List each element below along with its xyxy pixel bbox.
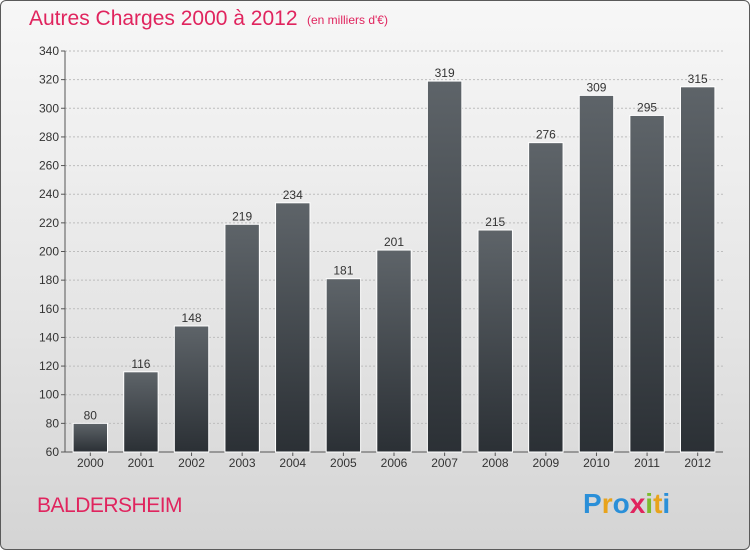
proxiti-logo[interactable]: Proxiti: [583, 488, 670, 520]
y-tick-label: 60: [46, 445, 60, 459]
bars: [72, 80, 716, 453]
x-tick-label: 2006: [381, 456, 408, 470]
y-tick-label: 140: [39, 330, 59, 344]
bar-value-label: 80: [84, 408, 98, 422]
chart-subtitle: (en milliers d'€): [307, 13, 388, 27]
logo-letter: P: [583, 488, 602, 519]
x-tick-label: 2003: [229, 456, 256, 470]
bar[interactable]: [578, 94, 615, 453]
bar-value-label: 201: [384, 235, 404, 249]
logo-letter: x: [629, 488, 646, 519]
logo-letter: t: [653, 488, 663, 519]
bar-value-label: 219: [232, 209, 252, 223]
y-tick-label: 340: [39, 44, 59, 58]
y-tick-label: 180: [39, 273, 59, 287]
y-tick-label: 80: [46, 416, 60, 430]
bar-value-label: 315: [688, 72, 708, 86]
chart-title: Autres Charges 2000 à 2012: [29, 7, 298, 30]
x-tick-label: 2012: [684, 456, 711, 470]
y-tick-label: 280: [39, 130, 59, 144]
x-tick-label: 2002: [178, 456, 205, 470]
bar-value-label: 148: [182, 311, 202, 325]
bar-value-label: 116: [131, 357, 150, 371]
bar[interactable]: [629, 114, 665, 453]
logo-letter: i: [645, 488, 654, 519]
x-tick-label: 2001: [128, 456, 155, 470]
bar-value-label: 181: [333, 264, 353, 278]
bar[interactable]: [123, 371, 159, 453]
bar-value-label: 215: [485, 215, 505, 229]
x-tick-label: 2007: [431, 456, 458, 470]
x-tick-label: 2011: [634, 456, 660, 470]
y-tick-label: 220: [39, 216, 59, 230]
bar[interactable]: [173, 325, 210, 453]
x-tick-label: 2005: [330, 456, 357, 470]
logo-letter: o: [612, 488, 630, 519]
bar-value-label: 234: [283, 188, 303, 202]
bar[interactable]: [275, 202, 311, 453]
location-label: BALDERSHEIM: [37, 494, 183, 517]
logo-letter: i: [662, 488, 671, 519]
bar[interactable]: [528, 142, 564, 453]
bar-value-label: 295: [637, 100, 657, 114]
bar-value-label: 309: [586, 80, 606, 94]
x-tick-label: 2004: [279, 456, 306, 470]
bar[interactable]: [325, 278, 362, 453]
x-tick-label: 2009: [532, 456, 559, 470]
y-tick-label: 200: [39, 245, 59, 259]
x-tick-label: 2008: [482, 456, 509, 470]
y-tick-label: 260: [39, 159, 59, 173]
bar[interactable]: [679, 86, 716, 453]
bar-value-label: 276: [536, 128, 556, 142]
x-tick-label: 2010: [583, 456, 610, 470]
bar[interactable]: [426, 80, 463, 453]
y-tick-label: 120: [39, 359, 59, 373]
bar-value-label: 319: [435, 66, 455, 80]
labels: 80 116 148 219 234 181 201 319 215 276 309 295 315: [84, 66, 708, 422]
x-tick-label: 2000: [77, 456, 104, 470]
logo-letter: r: [601, 488, 613, 519]
bar[interactable]: [224, 223, 260, 453]
bar[interactable]: [72, 422, 109, 453]
bar[interactable]: [376, 249, 412, 453]
y-tick-label: 100: [39, 388, 59, 402]
bar[interactable]: [477, 229, 513, 453]
y-tick-label: 300: [39, 101, 59, 115]
y-tick-label: 240: [39, 187, 59, 201]
y-tick-label: 320: [39, 73, 59, 87]
y-tick-label: 160: [39, 302, 59, 316]
